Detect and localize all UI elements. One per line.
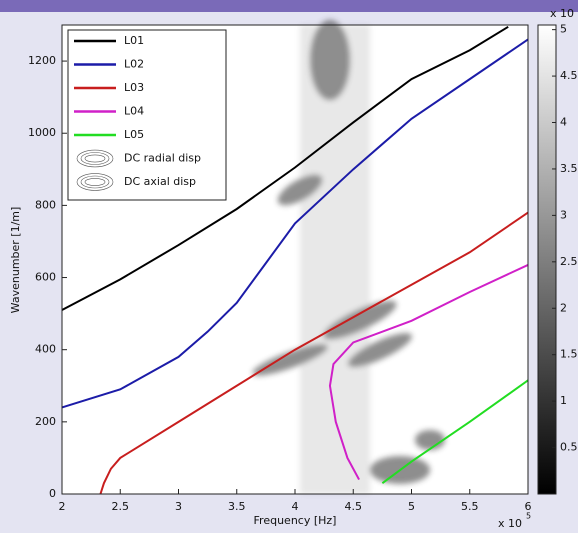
y-tick-label: 0 <box>49 487 56 500</box>
x-tick-label: 5 <box>408 500 415 513</box>
legend-contour-icon <box>80 152 110 165</box>
colorbar-tick-label: 5 <box>560 23 567 36</box>
y-tick-label: 1200 <box>28 54 56 67</box>
y-tick-label: 200 <box>35 415 56 428</box>
y-tick-label: 1000 <box>28 126 56 139</box>
legend-contour-icon <box>84 178 106 186</box>
legend-label: DC axial disp <box>124 175 196 188</box>
x-tick-label: 2.5 <box>112 500 130 513</box>
legend-label: L04 <box>124 105 144 118</box>
series-line <box>61 38 529 409</box>
banner <box>0 0 578 12</box>
x-tick-label: 5.5 <box>461 500 479 513</box>
y-tick-label: 400 <box>35 343 56 356</box>
x-axis-label: Frequency [Hz] <box>254 514 337 527</box>
series-line <box>381 379 529 484</box>
x-tick-label: 6 <box>525 500 532 513</box>
legend-contour-icon <box>80 175 110 189</box>
legend-contour-icon <box>84 154 106 163</box>
colorbar-tick-label: 0.5 <box>560 441 578 454</box>
x-multiplier: x 10 <box>498 517 522 530</box>
x-tick-label: 3.5 <box>228 500 246 513</box>
colorbar-tick-label: 4.5 <box>560 69 578 82</box>
colorbar-tick-label: 2.5 <box>560 255 578 268</box>
colorbar-tick-label: 4 <box>560 116 567 129</box>
colorbar-tick-label: 1 <box>560 394 567 407</box>
legend <box>67 29 227 201</box>
x-exponent: 5 <box>526 512 531 521</box>
contour-background <box>252 20 445 494</box>
colorbar-tick-label: 2 <box>560 301 567 314</box>
y-tick-label: 800 <box>35 198 56 211</box>
series-line <box>99 211 529 495</box>
x-tick-label: 2 <box>59 500 66 513</box>
series-line <box>61 25 509 311</box>
colorbar-multiplier: x 10 <box>550 7 574 20</box>
colorbar <box>537 24 557 495</box>
legend-label: L02 <box>124 58 144 71</box>
colorbar-tick-label: 1.5 <box>560 348 578 361</box>
legend-label: L03 <box>124 81 144 94</box>
series-line <box>328 264 529 481</box>
marks <box>61 25 529 495</box>
legend-contour-icon <box>76 149 114 168</box>
y-axis-label: Wavenumber [1/m] <box>9 207 22 314</box>
colorbar-tick-label: 3 <box>560 208 567 221</box>
x-tick-label: 4 <box>292 500 299 513</box>
legend-label: L05 <box>124 128 144 141</box>
legend-label: L01 <box>124 34 144 47</box>
legend-label: DC radial disp <box>124 152 201 165</box>
legend-contour-icon <box>76 173 114 191</box>
x-tick-label: 4.5 <box>345 500 363 513</box>
colorbar-tick-label: 3.5 <box>560 162 578 175</box>
y-tick-label: 600 <box>35 271 56 284</box>
x-tick-label: 3 <box>175 500 182 513</box>
